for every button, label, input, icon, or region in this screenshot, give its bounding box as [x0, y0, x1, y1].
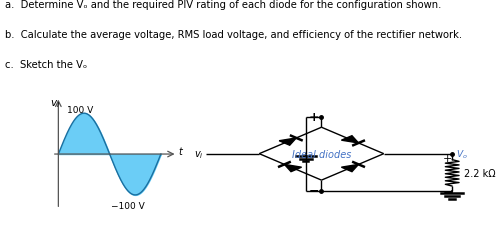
Text: Ideal diodes: Ideal diodes [291, 149, 351, 159]
Text: $V_o$: $V_o$ [455, 148, 467, 160]
Text: −: − [441, 186, 452, 199]
Text: 2.2 kΩ: 2.2 kΩ [463, 168, 494, 178]
Text: $v_i$: $v_i$ [193, 148, 203, 160]
Text: +: + [308, 111, 318, 124]
Text: a.  Determine Vₒ and the required PIV rating of each diode for the configuration: a. Determine Vₒ and the required PIV rat… [5, 0, 440, 10]
Text: b.  Calculate the average voltage, RMS load voltage, and efficiency of the recti: b. Calculate the average voltage, RMS lo… [5, 30, 461, 40]
Text: c.  Sketch the Vₒ: c. Sketch the Vₒ [5, 60, 87, 70]
Polygon shape [284, 165, 301, 172]
Polygon shape [279, 138, 296, 146]
Text: −100 V: −100 V [111, 201, 145, 210]
Text: $t$: $t$ [178, 144, 184, 156]
Text: 100 V: 100 V [67, 105, 93, 114]
Polygon shape [341, 136, 358, 143]
Text: $v_i$: $v_i$ [50, 98, 60, 110]
Polygon shape [341, 165, 358, 172]
Text: −: − [308, 184, 318, 197]
Text: +: + [442, 153, 451, 163]
